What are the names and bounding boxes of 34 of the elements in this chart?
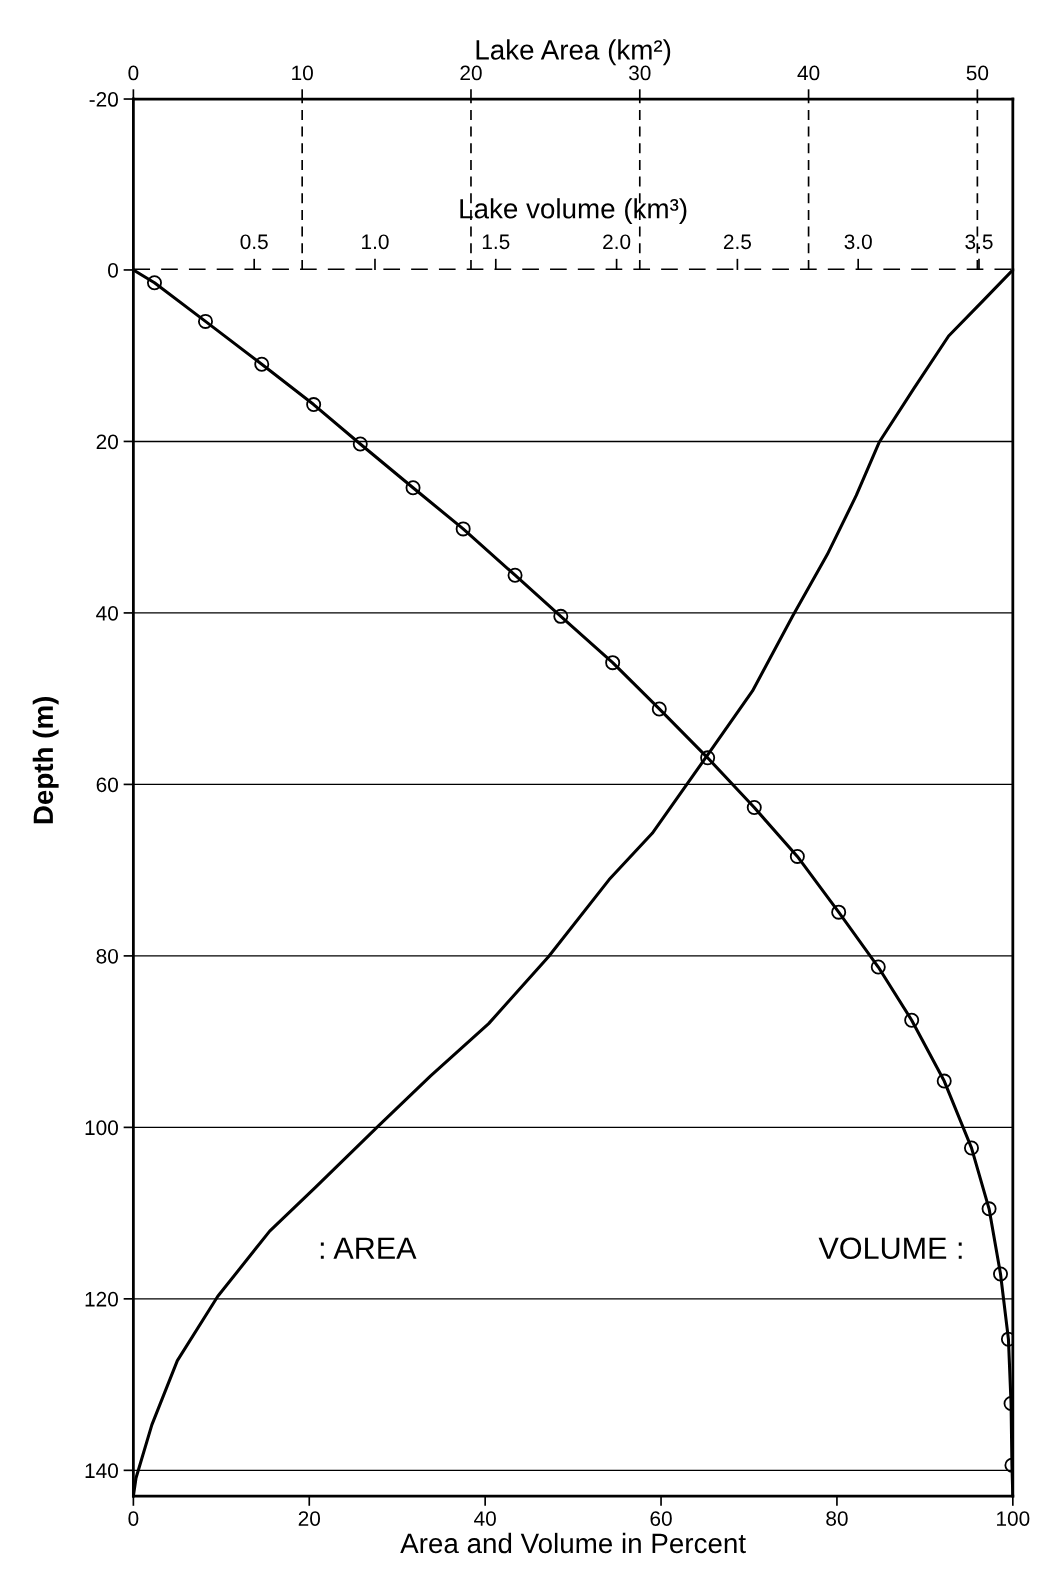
- x-tick-label: 3.0: [844, 234, 872, 250]
- y-tick-label: 60: [96, 777, 118, 793]
- x2-tick-label: 30: [628, 65, 651, 81]
- x-tick-label: 1.5: [482, 234, 510, 250]
- x-tick-label: 80: [826, 1511, 848, 1526]
- y-tick-label: 20: [96, 434, 118, 450]
- x2-tick-label: 40: [797, 65, 820, 81]
- x2-axis-title: Lake Area (km²): [476, 39, 671, 66]
- y-axis-title: Depth (m): [32, 696, 59, 824]
- x-tick-label: 2.0: [603, 234, 631, 250]
- y-tick-label: 120: [85, 1291, 118, 1307]
- x-tick-label: 40: [474, 1511, 496, 1526]
- x2-tick-label: 10: [292, 65, 313, 81]
- x2-tick-label: 0: [128, 65, 139, 81]
- x-axis-title: Area and Volume in Percent: [400, 1532, 746, 1554]
- y-tick-label: -20: [89, 92, 118, 107]
- series-label: : AREA: [320, 1237, 417, 1259]
- y-tick-label: 80: [96, 948, 118, 964]
- x-tick-label: 3.5: [965, 234, 993, 250]
- series-label: VOLUME :: [818, 1237, 962, 1260]
- y-tick-label: 40: [96, 605, 118, 621]
- x-tick-label: 0.5: [240, 234, 268, 250]
- y-tick-label: 100: [85, 1120, 118, 1136]
- x2-tick-label: 20: [460, 65, 482, 81]
- y-tick-label: 0: [108, 262, 118, 278]
- x-tick-label: 0: [128, 1511, 139, 1526]
- x-axis-title: Lake volume (km³): [460, 198, 687, 225]
- x-tick-label: 60: [650, 1511, 672, 1526]
- x-tick-label: 20: [298, 1511, 321, 1526]
- x2-tick-label: 50: [966, 65, 989, 81]
- y-tick-label: 140: [85, 1463, 118, 1479]
- x-tick-label: 100: [997, 1511, 1030, 1526]
- x-tick-label: 2.5: [723, 234, 751, 250]
- x-tick-label: 1.0: [362, 234, 389, 250]
